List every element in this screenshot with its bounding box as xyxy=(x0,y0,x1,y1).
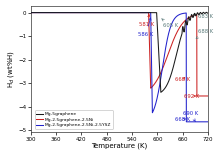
X-axis label: Temperature (K): Temperature (K) xyxy=(91,143,148,149)
Y-axis label: H$_d$ (wt%H): H$_d$ (wt%H) xyxy=(5,50,16,88)
Text: 668 K: 668 K xyxy=(175,117,190,122)
Text: 692 K: 692 K xyxy=(184,94,199,99)
Text: 683 K: 683 K xyxy=(193,14,213,20)
Legend: Mg-5graphene, Mg-2.5graphene-2.5Ni, Mg-2.5graphene-2.5Ni-2.5YSZ: Mg-5graphene, Mg-2.5graphene-2.5Ni, Mg-2… xyxy=(35,110,113,129)
Text: 605 K: 605 K xyxy=(162,19,178,28)
Text: 690 K: 690 K xyxy=(183,111,198,122)
Text: 586 K: 586 K xyxy=(138,18,154,37)
Text: 581 K: 581 K xyxy=(139,15,154,27)
Text: 688 K: 688 K xyxy=(196,29,213,39)
Text: 668 K: 668 K xyxy=(175,77,190,82)
